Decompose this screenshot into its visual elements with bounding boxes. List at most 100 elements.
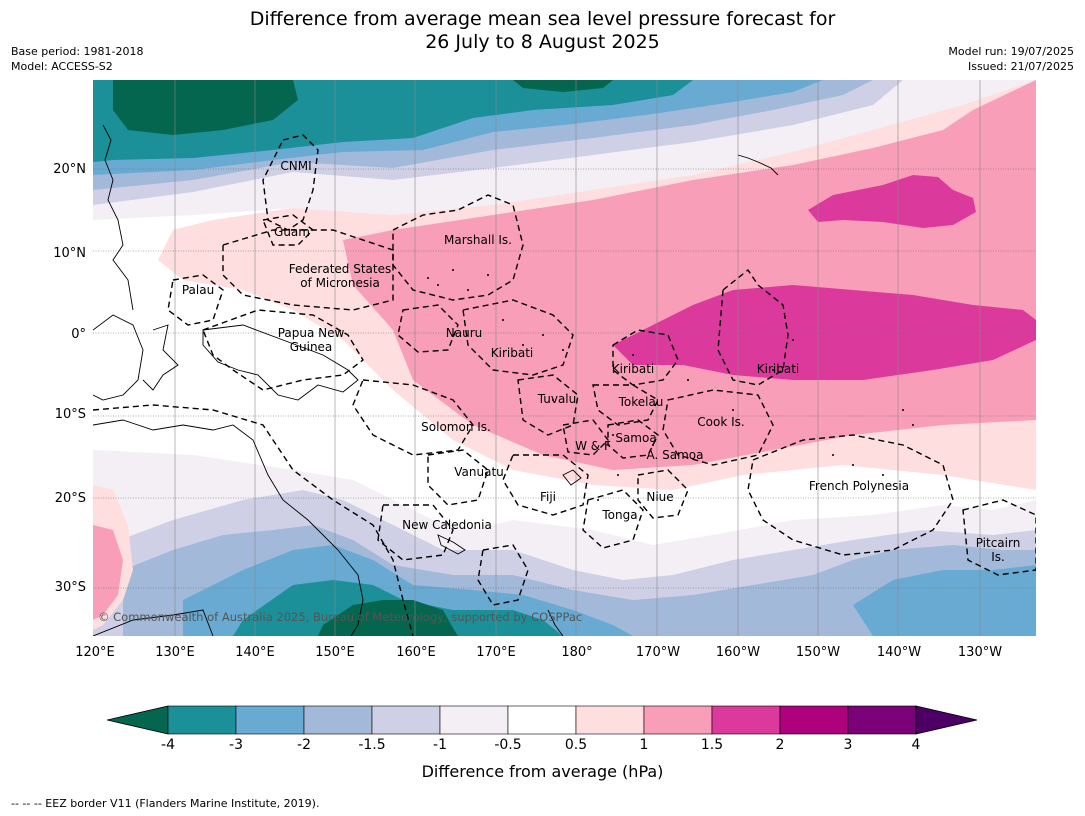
cb-tick-6: 0.5 [564,737,588,753]
model-name: Model: ACCESS-S2 [11,60,113,73]
title-line-1: Difference from average mean sea level p… [249,8,836,30]
band-neg-4-north-2 [513,80,613,92]
lon-label-170w: 170°W [635,645,681,660]
eez-tonga [582,489,644,549]
fiji-coast [562,469,582,486]
region-label-kiribati-w: Kiribati [490,346,534,360]
region-label-nauru: Nauru [445,326,483,340]
region-label-palau: Palau [181,283,215,297]
eez-tokelau [592,384,659,426]
eez-palau [167,274,224,326]
region-label-pitcairn: Pitcairn Is. [975,536,1021,564]
region-label-kiribati-e: Kiribati [756,362,800,376]
cb-segment [711,705,781,735]
region-label-kiribati-c: Kiribati [611,362,655,376]
eez-footnote: -- -- -- EEZ border V11 (Flanders Marine… [11,797,320,810]
coastlines [93,124,779,636]
cb-tick-1: -3 [229,737,243,753]
cb-segment [303,705,373,735]
australia-coast [93,419,364,636]
sulawesi-coast [142,324,179,391]
region-label-fiji: Fiji [539,490,557,504]
cb-tick-10: 3 [843,737,853,753]
colorbar [107,705,978,735]
eez-kiribati-c [612,329,679,386]
cb-tick-0: -4 [161,737,175,753]
eez-nauru [397,304,459,353]
eez-fsm [222,229,394,311]
region-label-samoa: Samoa [615,431,657,445]
band-neg-4-south [318,600,458,636]
borneo-coast [93,314,144,401]
cb-segment [847,705,917,735]
copyright-notice: © Commonwealth of Australia 2025, Bureau… [98,610,583,624]
lon-label-120e: 120°E [75,645,115,660]
lat-label-20s: 20°S [54,491,86,506]
cb-tick-8: 1.5 [700,737,724,753]
region-label-tokelau: Tokelau [618,395,664,409]
lat-label-30s: 30°S [54,580,86,595]
region-label-tonga: Tonga [602,508,638,522]
cb-segment [235,705,305,735]
lat-label-10s: 10°S [54,407,86,422]
lon-label-170e: 170°E [476,645,516,660]
band-neg-4-north [113,80,298,135]
region-label-guam: Guam [274,225,310,239]
eez-french-polynesia [747,434,954,556]
base-period: Base period: 1981-2018 [11,45,144,58]
band-neg-2-south-east [853,565,1036,636]
lon-label-140e: 140°E [235,645,275,660]
region-label-fsm: Federated States of Micronesia [288,262,392,290]
region-label-asamoa: A. Samoa [646,448,704,462]
lon-label-180: 180° [561,645,593,660]
model-run: Model run: 19/07/2025 [948,45,1074,58]
eez-fiji [502,454,589,516]
band-pos-15-north [808,175,976,228]
lat-label-20n: 20°N [53,162,86,177]
eez-vanuatu [427,449,489,506]
region-label-tuvalu: Tuvalu [537,392,577,406]
cb-segment [439,705,509,735]
philippines-coast [102,124,134,311]
new-guinea-coast [202,324,359,401]
region-label-wf: W & F [575,439,611,453]
map-frame [93,80,1036,636]
eez-kiribati-e [717,268,789,386]
cb-segment [779,705,849,735]
region-label-marshall: Marshall Is. [444,233,512,247]
lon-label-130e: 130°E [155,645,195,660]
eez-cook [662,389,774,466]
pressure-anomaly-map [93,80,1036,636]
eez-guam [262,214,315,246]
band-pos-15-east [613,285,1036,380]
eez-wf [562,419,609,456]
gridlines [174,80,981,636]
title-line-2: 26 July to 8 August 2025 [425,31,660,53]
cb-segment [575,705,645,735]
eez-new-caledonia [377,504,454,561]
eez-niue [637,469,689,519]
colorbar-segments [107,705,978,735]
eez-samoa [607,419,659,459]
eez-solomon [352,379,474,456]
lat-label-0: 0° [71,327,86,342]
meta-left: Base period: 1981-2018 Model: ACCESS-S2 [11,44,143,74]
cb-segment [371,705,441,735]
cb-extend-low [107,705,169,735]
cb-segment [643,705,713,735]
colorbar-label: Difference from average (hPa) [421,762,664,781]
region-label-solomon: Solomon Is. [421,420,491,434]
eez-kiribati-w [462,299,574,376]
lon-label-160e: 160°E [396,645,436,660]
meta-right: Model run: 19/07/2025 Issued: 21/07/2025 [948,44,1074,74]
region-label-niue: Niue [646,490,674,504]
cb-extend-high [915,705,978,735]
eez-marshall [392,194,524,301]
region-label-cnmi: CNMI [280,159,312,173]
map-title: Difference from average mean sea level p… [0,8,1085,54]
cb-tick-2: -2 [297,737,311,753]
issued-date: Issued: 21/07/2025 [967,60,1074,73]
eez-kermadec [477,544,529,606]
eez-tuvalu [517,374,579,436]
cb-segment [507,705,577,735]
